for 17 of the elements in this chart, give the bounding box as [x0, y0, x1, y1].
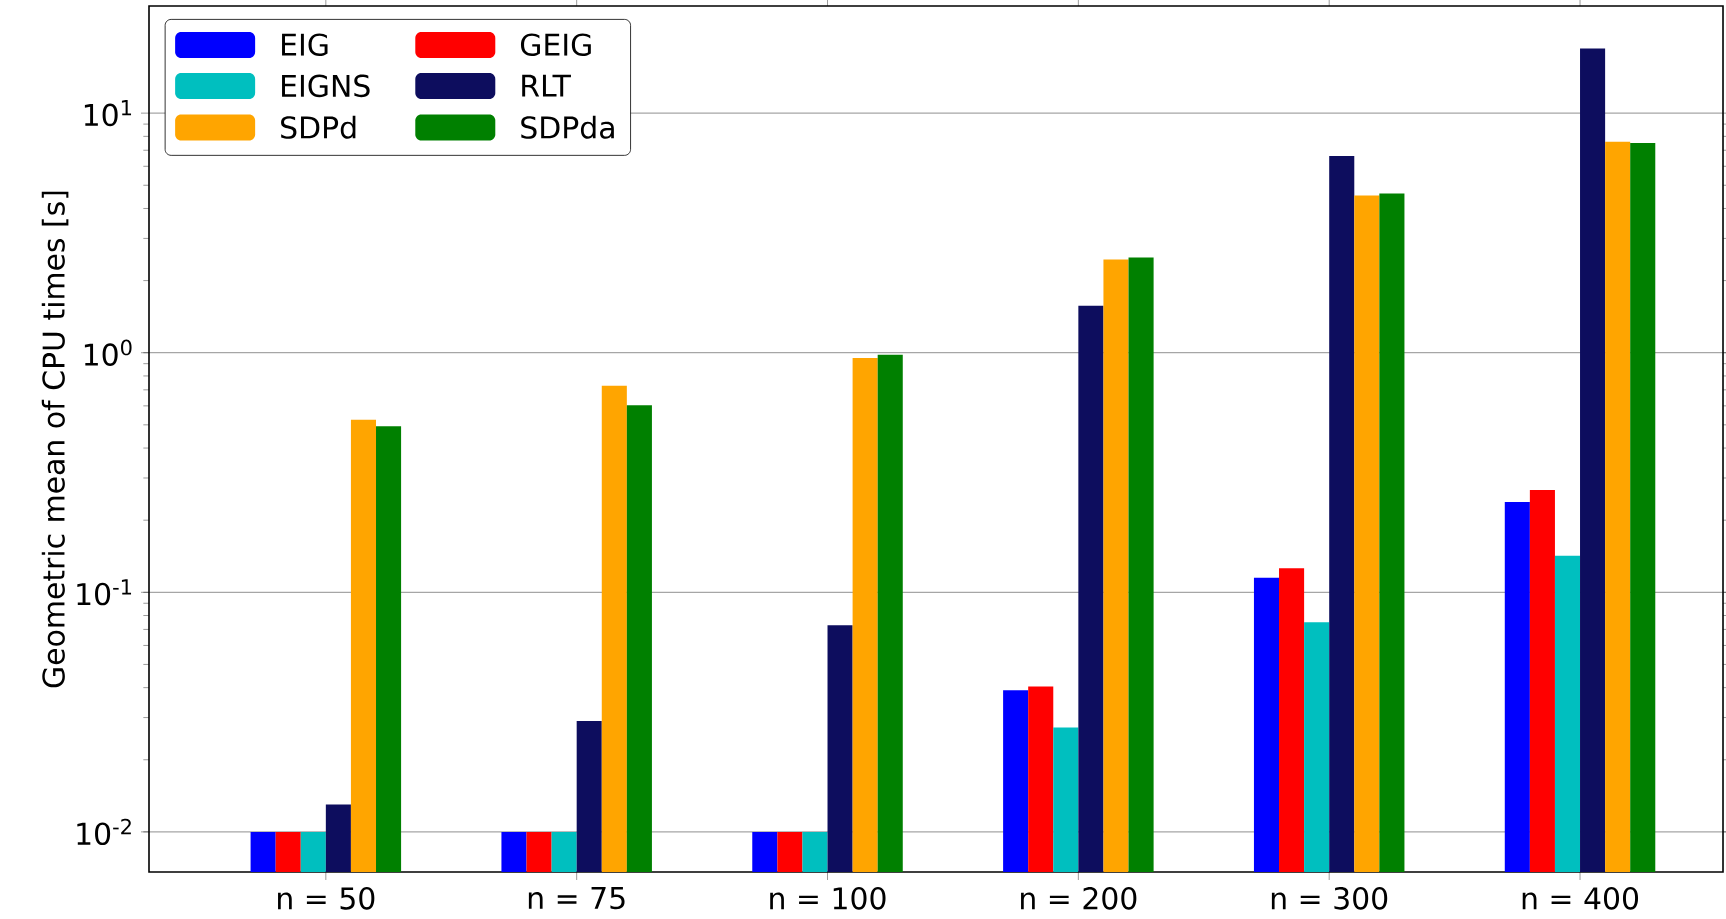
x-tick-label: n = 400 [1522, 887, 1639, 910]
x-tick-label: n = 75 [528, 887, 625, 910]
legend-label: SDPd [281, 115, 356, 139]
legend-label: RLT [522, 74, 571, 97]
legend-label: SDPda [521, 115, 614, 139]
x-tick-label: n = 300 [1271, 887, 1388, 910]
y-axis-title: Geometric mean of CPU times [s] [41, 191, 69, 688]
x-tick-label: n = 50 [278, 887, 375, 910]
y-tick-label: 10$^{0}$ [84, 339, 132, 366]
legend-label: EIG [282, 33, 328, 56]
legend-label: EIGNS [282, 74, 370, 98]
y-tick-label: 10$^{-2}$ [77, 818, 131, 846]
y-tick-label: 10$^{1}$ [84, 100, 132, 127]
x-tick-label: n = 100 [770, 887, 886, 910]
legend-label: GEIG [520, 33, 591, 56]
y-tick-label: 10$^{-1}$ [77, 579, 132, 606]
x-tick-label: n = 200 [1021, 887, 1137, 910]
